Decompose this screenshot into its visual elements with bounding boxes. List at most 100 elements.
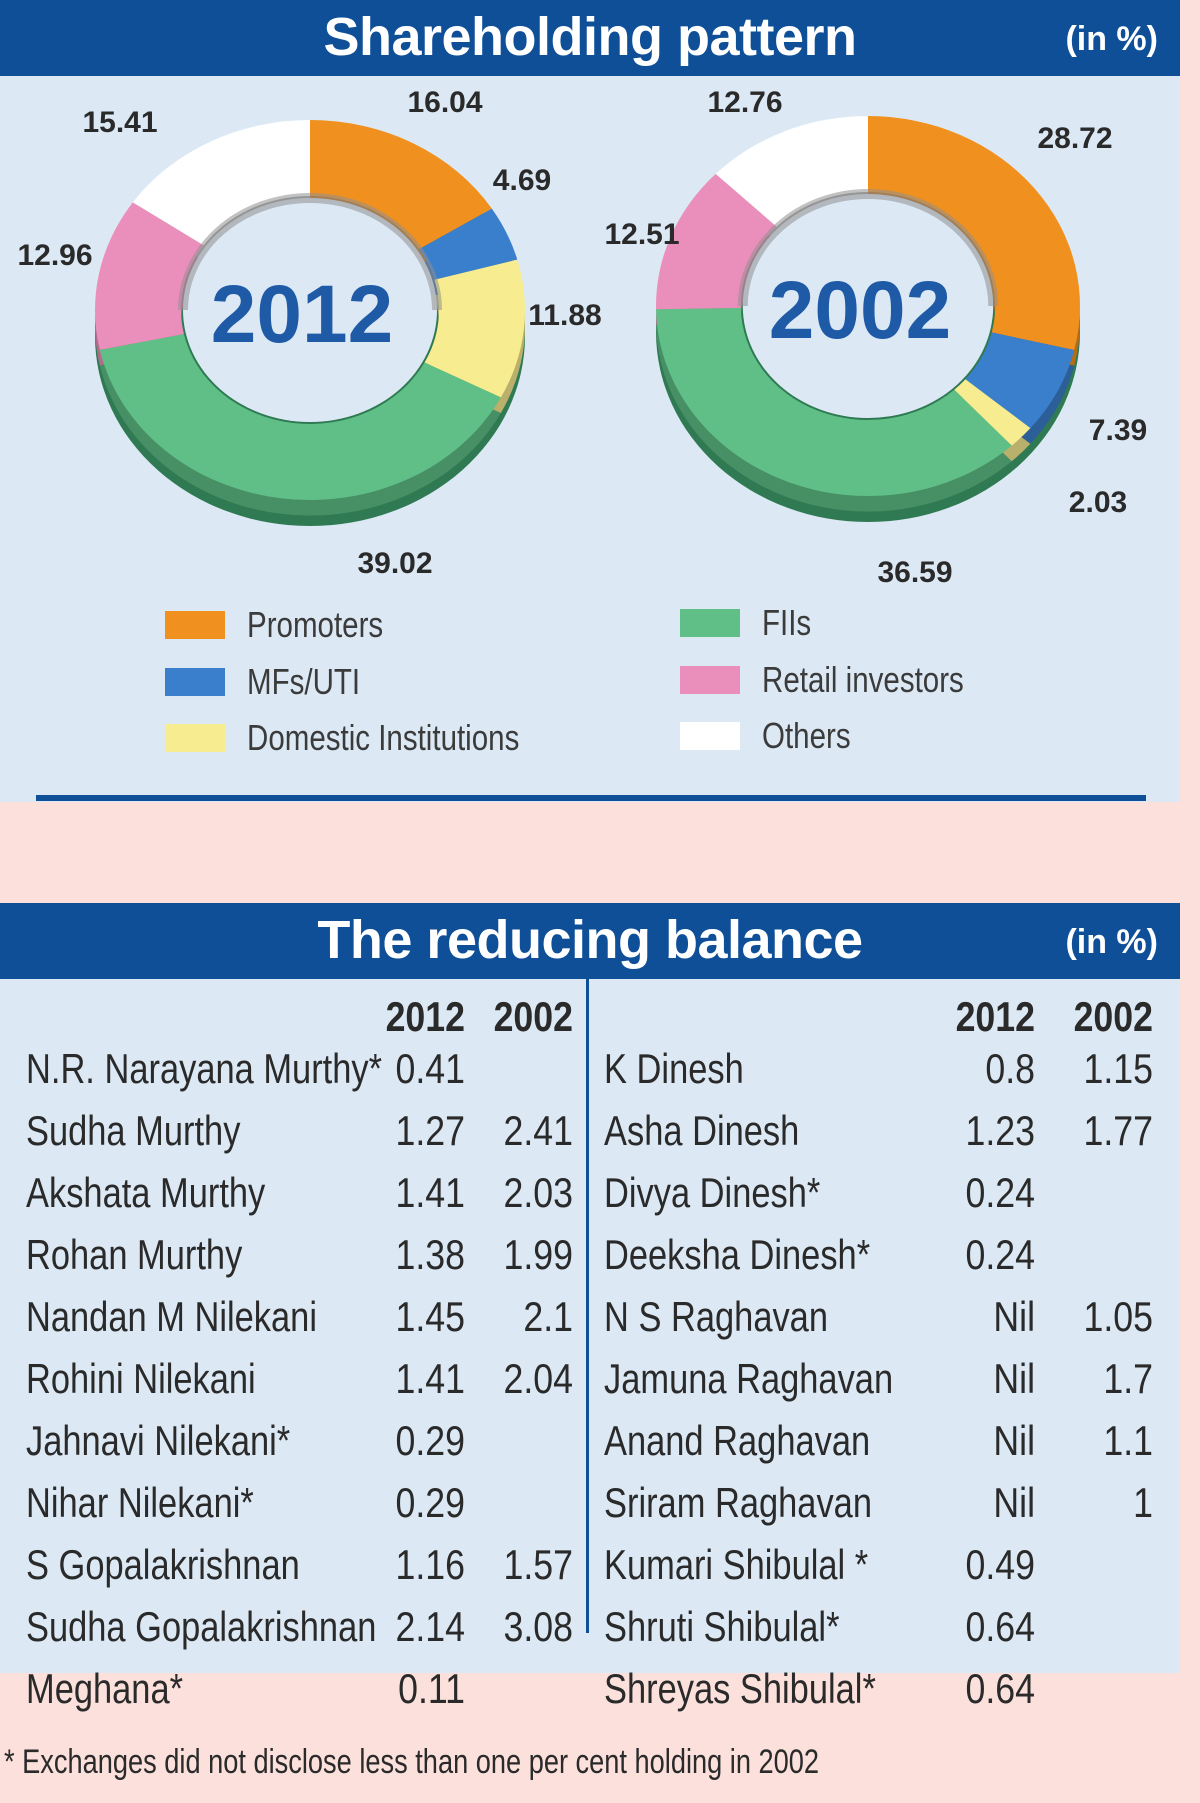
holder-name: Rohini Nilekani (26, 1355, 256, 1402)
holding-2002: 2.41 (503, 1107, 573, 1154)
holding-2002: 1.1 (1103, 1417, 1153, 1464)
holdings-panel: The reducing balance (in %) 2012 2002 N.… (0, 903, 1180, 1712)
legend-label: FIIs (762, 602, 812, 643)
donut-hole-shadow (737, 189, 999, 307)
slice-value-label: 12.76 (707, 86, 782, 119)
legend-label: Retail investors (762, 659, 964, 700)
table-row: Meghana* 0.11 (0, 1665, 586, 1727)
holder-name: Asha Dinesh (604, 1107, 800, 1154)
footnote: * Exchanges did not disclose less than o… (4, 1743, 820, 1781)
slice-value-label: 36.59 (877, 556, 952, 589)
holder-name: Nandan M Nilekani (26, 1293, 317, 1340)
slice-mfs-uti (965, 332, 1075, 429)
slice-value-label: 15.41 (82, 106, 157, 139)
holder-name: Sudha Murthy (26, 1107, 241, 1154)
holdings-title: The reducing balance (317, 910, 863, 970)
slice-value-label: 4.69 (493, 164, 551, 197)
table-row: Shruti Shibulal* 0.64 (590, 1603, 1180, 1665)
holding-2002: 1.05 (1083, 1293, 1153, 1340)
slice-value-label: 7.39 (1089, 414, 1147, 447)
holding-2002: 2.03 (503, 1169, 573, 1216)
holder-name: Shreyas Shibulal* (604, 1665, 876, 1712)
table-row: Divya Dinesh* 0.24 (590, 1169, 1180, 1231)
table-row: Anand Raghavan Nil 1.1 (590, 1417, 1180, 1479)
slice-domestic-institutions (954, 379, 1031, 446)
holding-2002: 1.77 (1083, 1107, 1153, 1154)
slice-fiis (99, 333, 501, 500)
donut-2012: 16.04 4.69 11.88 39.02 12.96 15.41 2012 (17, 86, 601, 580)
slice-others (715, 116, 868, 227)
holding-2012: Nil (993, 1293, 1035, 1340)
holding-2002: 2.04 (503, 1355, 573, 1402)
shareholding-panel: Shareholding pattern (in %) 16.04 4.69 11.… (0, 0, 1180, 802)
col-header-2012: 2012 (385, 993, 465, 1040)
col-header-2002: 2002 (493, 993, 573, 1040)
holder-name: Jahnavi Nilekani* (26, 1417, 291, 1464)
slice-value-label: 28.72 (1037, 122, 1112, 155)
holding-2002: 1.15 (1083, 1045, 1153, 1092)
shareholding-header: Shareholding pattern (in %) (0, 0, 1180, 76)
holder-name: K Dinesh (604, 1045, 744, 1092)
holder-name: Nihar Nilekani* (26, 1479, 254, 1526)
holding-2012: 0.29 (395, 1417, 465, 1464)
table-row: Kumari Shibulal * 0.49 (590, 1541, 1180, 1603)
legend-item-others: Others (680, 715, 870, 756)
holder-name: N.R. Narayana Murthy* (26, 1045, 383, 1092)
col-header-2002-right: 2002 (1073, 993, 1153, 1040)
holding-2012: 1.41 (395, 1169, 465, 1216)
holding-2012: Nil (993, 1355, 1035, 1402)
slice-others (132, 120, 310, 246)
donut-center-year: 2002 (769, 265, 951, 356)
legend-swatch (165, 611, 225, 639)
donut-charts: 16.04 4.69 11.88 39.02 12.96 15.41 2012 28.72 7.… (17, 86, 1147, 589)
legend-label: Promoters (247, 604, 384, 645)
table-row: K Dinesh 0.8 1.15 (590, 1045, 1180, 1107)
holding-2012: 0.24 (965, 1169, 1035, 1216)
holder-name: Sriram Raghavan (604, 1479, 872, 1526)
holding-2012: 0.49 (965, 1541, 1035, 1588)
legend-item-retail-investors: Retail investors (680, 659, 1008, 700)
holder-name: Sudha Gopalakrishnan (26, 1603, 377, 1650)
holder-name: Kumari Shibulal * (604, 1541, 869, 1588)
slice-retail-investors (656, 173, 777, 310)
holding-2002: 1 (1133, 1479, 1153, 1526)
legend-swatch (165, 724, 225, 752)
slice-value-label: 12.51 (604, 218, 679, 251)
holder-name: Deeksha Dinesh* (604, 1231, 871, 1278)
donut-2002: 28.72 7.39 2.03 36.59 12.51 12.76 2002 (604, 86, 1147, 589)
slice-promoters (310, 120, 492, 250)
slice-value-label: 2.03 (1069, 486, 1127, 519)
table-row: Deeksha Dinesh* 0.24 (590, 1231, 1180, 1293)
table-row: Akshata Murthy 1.41 2.03 (0, 1169, 586, 1231)
holder-name: Anand Raghavan (604, 1417, 871, 1464)
holder-name: Jamuna Raghavan (604, 1355, 894, 1402)
holding-2012: Nil (993, 1479, 1035, 1526)
table-row: Rohan Murthy 1.38 1.99 (0, 1231, 586, 1293)
table-row: Nandan M Nilekani 1.45 2.1 (0, 1293, 586, 1355)
holding-2012: 1.38 (395, 1231, 465, 1278)
holding-2012: 0.11 (398, 1665, 465, 1712)
legend-item-promoters: Promoters (165, 604, 413, 645)
slice-retail-investors (94, 202, 204, 350)
table-row: N S Raghavan Nil 1.05 (590, 1293, 1180, 1355)
holding-2012: 0.29 (395, 1479, 465, 1526)
holder-name: Divya Dinesh* (604, 1169, 821, 1216)
slice-promoters (868, 116, 1080, 351)
slice-value-label: 16.04 (407, 86, 482, 119)
table-row: S Gopalakrishnan 1.16 1.57 (0, 1541, 586, 1603)
holding-2002: 2.1 (523, 1293, 573, 1340)
legend-swatch (680, 722, 740, 750)
holding-2002: 3.08 (503, 1603, 573, 1650)
donut-hole (742, 194, 994, 418)
holder-name: Rohan Murthy (26, 1231, 243, 1278)
legend-label: Domestic Institutions (247, 717, 520, 758)
holdings-header: The reducing balance (in %) (0, 903, 1180, 979)
legend-swatch (680, 609, 740, 637)
table-row: Shreyas Shibulal* 0.64 (590, 1665, 1180, 1727)
holding-2012: 0.41 (395, 1045, 465, 1092)
legend-label: Others (762, 715, 851, 756)
holding-2012: 1.27 (395, 1107, 465, 1154)
holding-2002: 1.7 (1103, 1355, 1153, 1402)
slice-fiis (656, 307, 1012, 497)
shareholding-title: Shareholding pattern (323, 7, 857, 67)
